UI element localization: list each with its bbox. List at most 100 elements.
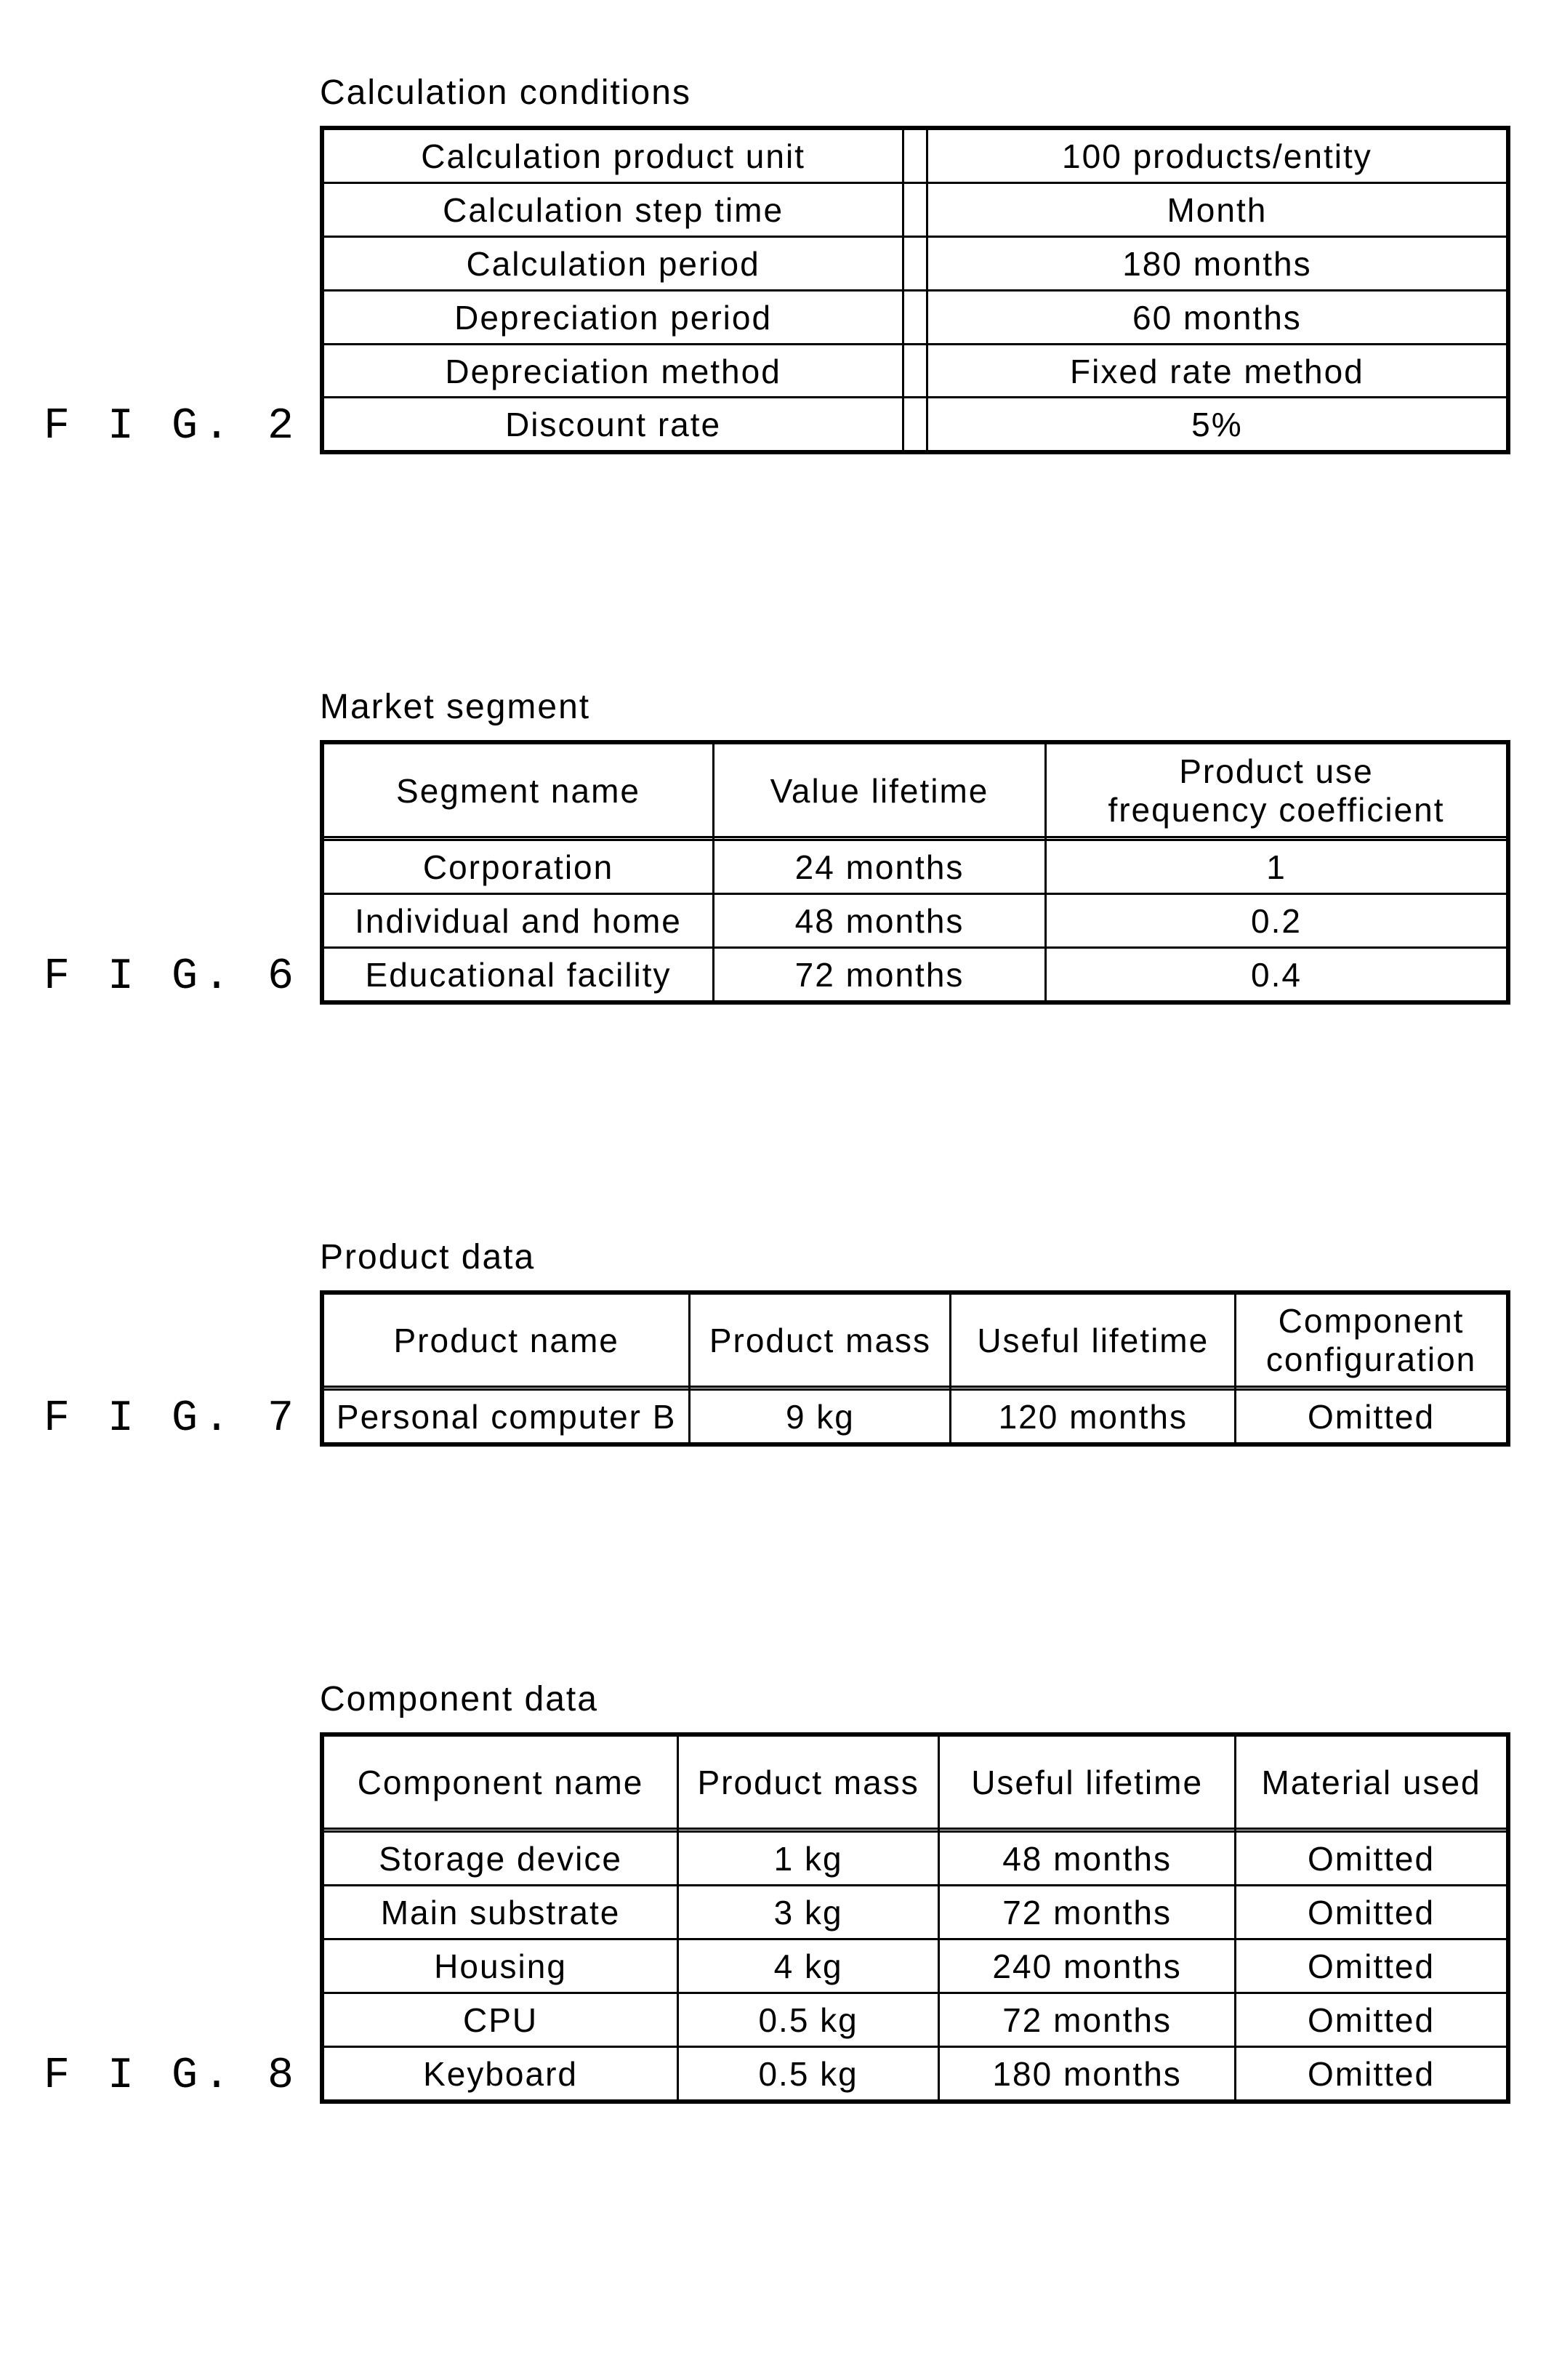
col-header: Product name: [322, 1292, 690, 1387]
col-header: Product usefrequency coefficient: [1046, 742, 1509, 837]
market-segment-table: Segment name Value lifetime Product usef…: [320, 740, 1510, 1004]
cell: 0.5 kg: [678, 1993, 939, 2047]
table-header-row: Segment name Value lifetime Product usef…: [322, 742, 1508, 837]
cell: 0.5 kg: [678, 2046, 939, 2101]
table-row: Corporation24 months1: [322, 840, 1508, 893]
cond-key: Depreciation method: [322, 344, 903, 398]
component-data-table: Component name Product mass Useful lifet…: [320, 1732, 1510, 2104]
cond-val: 60 months: [927, 290, 1508, 344]
cell: Personal computer B: [322, 1390, 690, 1444]
cond-key: Depreciation period: [322, 290, 903, 344]
figure-2-content: Calculation conditions Calculation produ…: [320, 73, 1510, 454]
cell: 48 months: [714, 893, 1046, 947]
col-header: Segment name: [322, 742, 714, 837]
figure-6: F I G. 6 Market segment Segment name Val…: [44, 687, 1510, 1004]
table-row: CPU0.5 kg72 monthsOmitted: [322, 1993, 1508, 2047]
col-header: Value lifetime: [714, 742, 1046, 837]
col-header: Useful lifetime: [939, 1734, 1236, 1829]
figure-2: F I G. 2 Calculation conditions Calculat…: [44, 73, 1510, 454]
figure-7: F I G. 7 Product data Product name Produ…: [44, 1237, 1510, 1447]
cell: Omitted: [1236, 1939, 1508, 1993]
figure-8-content: Component data Component name Product ma…: [320, 1679, 1510, 2104]
cond-key: Calculation product unit: [322, 128, 903, 182]
table-row: Housing4 kg240 monthsOmitted: [322, 1939, 1508, 1993]
figure-7-title: Product data: [320, 1237, 1510, 1277]
table-row: Calculation period 180 months: [322, 236, 1508, 290]
cell: 72 months: [714, 947, 1046, 1002]
figure-6-content: Market segment Segment name Value lifeti…: [320, 687, 1510, 1004]
cond-key: Calculation step time: [322, 182, 903, 236]
cond-val: 5%: [927, 398, 1508, 452]
figure-8-label: F I G. 8: [44, 2051, 320, 2104]
cell: Keyboard: [322, 2046, 678, 2101]
divider: [903, 182, 927, 236]
figure-8: F I G. 8 Component data Component name P…: [44, 1679, 1510, 2104]
cell: 180 months: [939, 2046, 1236, 2101]
figure-8-title: Component data: [320, 1679, 1510, 1719]
cell: 72 months: [939, 1993, 1236, 2047]
cell: 0.4: [1046, 947, 1509, 1002]
table-row: Calculation step time Month: [322, 182, 1508, 236]
cell: 1 kg: [678, 1832, 939, 1886]
col-header: Component name: [322, 1734, 678, 1829]
cond-val: 100 products/entity: [927, 128, 1508, 182]
table-row: Depreciation period 60 months: [322, 290, 1508, 344]
cell: Omitted: [1236, 1886, 1508, 1939]
figure-2-title: Calculation conditions: [320, 73, 1510, 113]
table-header-row: Component name Product mass Useful lifet…: [322, 1734, 1508, 1829]
cell: 9 kg: [690, 1390, 951, 1444]
cell: 1: [1046, 840, 1509, 893]
table-row: Discount rate 5%: [322, 398, 1508, 452]
cell: 0.2: [1046, 893, 1509, 947]
figure-7-label: F I G. 7: [44, 1394, 320, 1447]
table-row: Personal computer B9 kg120 monthsOmitted: [322, 1390, 1508, 1444]
divider: [903, 290, 927, 344]
divider: [903, 398, 927, 452]
col-header: Product mass: [678, 1734, 939, 1829]
cell: Storage device: [322, 1832, 678, 1886]
cell: CPU: [322, 1993, 678, 2047]
col-header: Product mass: [690, 1292, 951, 1387]
cell: 48 months: [939, 1832, 1236, 1886]
divider: [903, 236, 927, 290]
cell: Educational facility: [322, 947, 714, 1002]
cell: Omitted: [1236, 2046, 1508, 2101]
table-row: Main substrate3 kg72 monthsOmitted: [322, 1886, 1508, 1939]
cond-val: Month: [927, 182, 1508, 236]
col-header: Componentconfiguration: [1236, 1292, 1508, 1387]
table-row: Individual and home48 months0.2: [322, 893, 1508, 947]
cell: Main substrate: [322, 1886, 678, 1939]
cell: Omitted: [1236, 1832, 1508, 1886]
cond-val: Fixed rate method: [927, 344, 1508, 398]
figure-2-label: F I G. 2: [44, 402, 320, 454]
calculation-conditions-table: Calculation product unit 100 products/ent…: [320, 126, 1510, 454]
table-row: Keyboard0.5 kg180 monthsOmitted: [322, 2046, 1508, 2101]
cond-key: Discount rate: [322, 398, 903, 452]
figure-7-content: Product data Product name Product mass U…: [320, 1237, 1510, 1447]
cond-key: Calculation period: [322, 236, 903, 290]
table-row: Storage device1 kg48 monthsOmitted: [322, 1832, 1508, 1886]
table-row: Calculation product unit 100 products/ent…: [322, 128, 1508, 182]
col-header: Useful lifetime: [951, 1292, 1236, 1387]
cell: 240 months: [939, 1939, 1236, 1993]
table-header-row: Product name Product mass Useful lifetim…: [322, 1292, 1508, 1387]
cell: Omitted: [1236, 1390, 1508, 1444]
divider: [903, 128, 927, 182]
cell: Housing: [322, 1939, 678, 1993]
figure-6-label: F I G. 6: [44, 952, 320, 1005]
cell: Corporation: [322, 840, 714, 893]
cell: 72 months: [939, 1886, 1236, 1939]
cell: 24 months: [714, 840, 1046, 893]
cell: 120 months: [951, 1390, 1236, 1444]
cond-val: 180 months: [927, 236, 1508, 290]
cell: Individual and home: [322, 893, 714, 947]
product-data-table: Product name Product mass Useful lifetim…: [320, 1290, 1510, 1447]
cell: Omitted: [1236, 1993, 1508, 2047]
col-header: Material used: [1236, 1734, 1508, 1829]
cell: 3 kg: [678, 1886, 939, 1939]
table-row: Depreciation method Fixed rate method: [322, 344, 1508, 398]
table-row: Educational facility72 months0.4: [322, 947, 1508, 1002]
cell: 4 kg: [678, 1939, 939, 1993]
divider: [903, 344, 927, 398]
figure-6-title: Market segment: [320, 687, 1510, 727]
